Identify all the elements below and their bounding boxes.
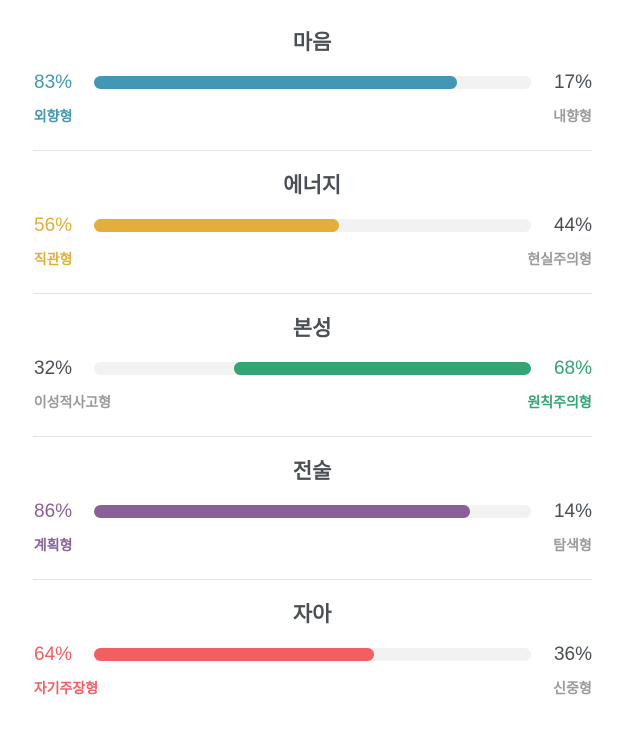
right-percent: 68% [553,358,592,379]
right-label: 원칙주의형 [527,395,592,411]
left-percent: 64% [34,644,73,665]
trait-nature[interactable]: 본성 32% 68% 이성적사고형 원칙주의형 [33,286,592,429]
trait-title: 본성 [293,316,332,340]
left-percent: 32% [34,358,73,379]
trait-title: 에너지 [283,173,342,197]
trait-title: 자아 [293,602,332,626]
trait-mind[interactable]: 마음 83% 17% 외향형 내향형 [33,0,592,143]
right-percent: 36% [553,644,592,665]
trait-bar-fill [94,219,339,232]
trait-bar-track [94,76,531,89]
trait-bar-fill [94,648,374,661]
right-label: 현실주의형 [527,252,592,268]
left-label: 이성적사고형 [34,395,112,411]
trait-title: 전술 [293,459,332,483]
trait-bar-track [94,362,531,375]
trait-bar-fill [94,505,470,518]
trait-bar-track [94,648,531,661]
right-percent: 17% [553,72,592,93]
left-label: 계획형 [34,538,73,554]
trait-bar-fill [94,76,457,89]
divider [33,293,592,294]
left-percent: 86% [34,501,73,522]
trait-bar-track [94,219,531,232]
trait-energy[interactable]: 에너지 56% 44% 직관형 현실주의형 [33,143,592,286]
right-label: 내향형 [553,109,592,125]
trait-title: 마음 [293,30,332,54]
left-label: 외향형 [34,109,73,125]
right-label: 신중형 [553,681,592,697]
left-label: 자기주장형 [34,681,99,697]
trait-bar-fill [233,362,531,375]
right-label: 탐색형 [553,538,592,554]
trait-tactics[interactable]: 전술 86% 14% 계획형 탐색형 [33,429,592,572]
trait-identity[interactable]: 자아 64% 36% 자기주장형 신중형 [33,572,592,715]
divider [33,436,592,437]
left-percent: 56% [34,215,73,236]
right-percent: 14% [553,501,592,522]
trait-bar-track [94,505,531,518]
divider [33,579,592,580]
left-percent: 83% [34,72,73,93]
left-label: 직관형 [34,252,73,268]
right-percent: 44% [553,215,592,236]
divider [33,150,592,151]
